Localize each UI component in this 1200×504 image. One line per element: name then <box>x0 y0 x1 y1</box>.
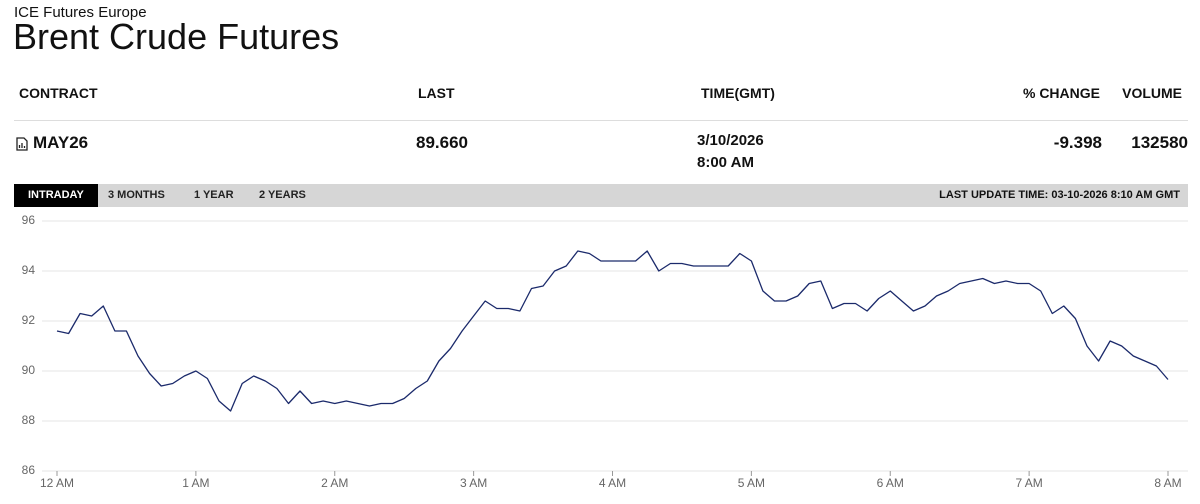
x-tick-label: 1 AM <box>182 476 209 490</box>
volume: 132580 <box>1131 133 1188 152</box>
y-tick-label: 96 <box>22 213 36 227</box>
column-header: LAST <box>418 85 455 101</box>
x-tick-label: 3 AM <box>460 476 487 490</box>
trade-date: 3/10/2026 <box>697 132 764 149</box>
divider <box>14 120 1188 121</box>
y-tick-label: 92 <box>22 313 36 327</box>
page-title: Brent Crude Futures <box>13 16 340 57</box>
x-tick-label: 5 AM <box>738 476 765 490</box>
column-header: % CHANGE <box>1022 85 1100 101</box>
x-tick-label: 12 AM <box>40 476 74 490</box>
tab-bar: LAST UPDATE TIME: 03-10-2026 8:10 AM GMT… <box>14 184 1188 207</box>
range-tab[interactable]: 2 YEARS <box>259 189 306 201</box>
x-tick-label: 8 AM <box>1154 476 1181 490</box>
column-header: CONTRACT <box>19 85 98 101</box>
x-tick-label: 4 AM <box>599 476 626 490</box>
range-tab[interactable]: 3 MONTHS <box>108 189 165 201</box>
y-tick-label: 90 <box>22 363 36 377</box>
last-update: LAST UPDATE TIME: 03-10-2026 8:10 AM GMT <box>939 189 1180 201</box>
column-header: TIME(GMT) <box>701 85 775 101</box>
x-tick-label: 6 AM <box>877 476 904 490</box>
contract-icon[interactable] <box>16 137 28 151</box>
contract[interactable]: MAY26 <box>33 133 89 152</box>
y-tick-label: 86 <box>22 463 36 477</box>
price-line <box>56 250 1169 412</box>
exchange: ICE Futures Europe <box>14 4 147 21</box>
x-tick-label: 2 AM <box>321 476 348 490</box>
range-tab[interactable]: 1 YEAR <box>194 189 234 201</box>
y-tick-label: 88 <box>22 413 36 427</box>
trade-time: 8:00 AM <box>697 154 754 171</box>
percent-change: -9.398 <box>1053 133 1102 152</box>
last-price: 89.660 <box>416 133 468 152</box>
x-tick-label: 7 AM <box>1015 476 1042 490</box>
range-tab[interactable]: INTRADAY <box>14 184 98 207</box>
chart: 86 88 90 92 94 96 12 AM 1 AM 2 AM 3 AM 4 AM 5 AM 6 A… <box>22 213 1188 490</box>
y-tick-label: 94 <box>22 263 36 277</box>
column-header: VOLUME <box>1122 85 1182 101</box>
